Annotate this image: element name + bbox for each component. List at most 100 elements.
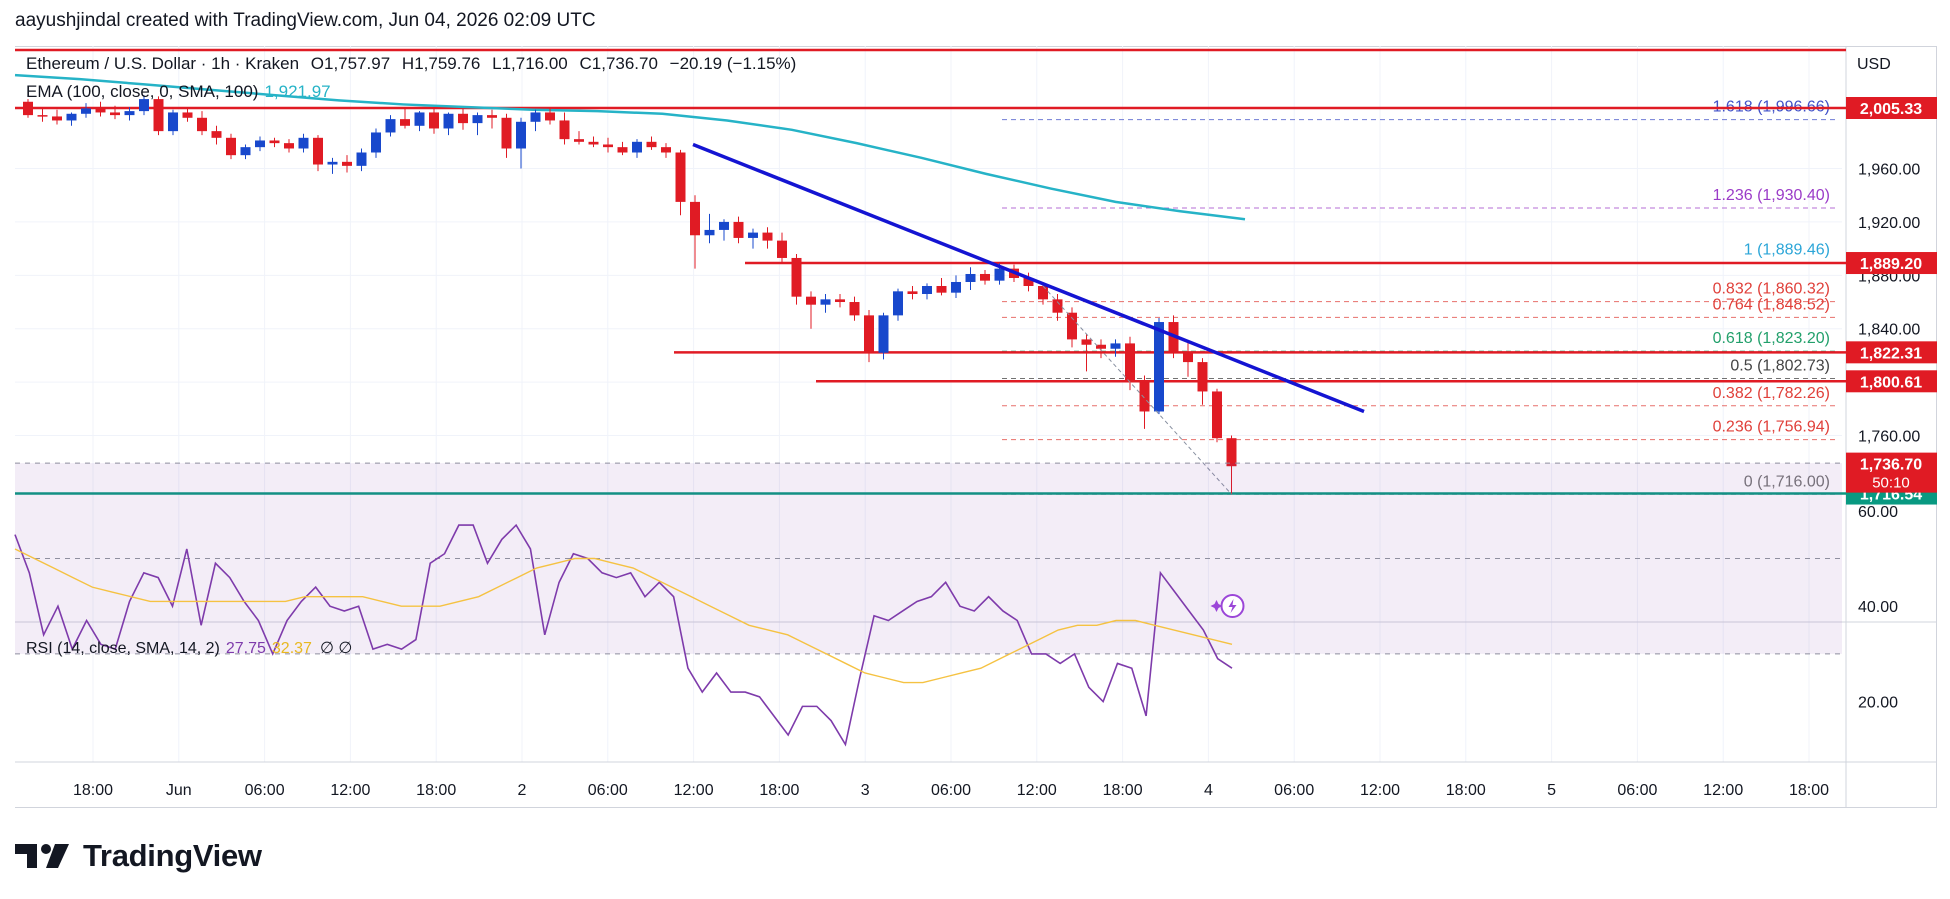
current-price-badge bbox=[1846, 452, 1937, 493]
candle-body bbox=[385, 119, 396, 133]
candle-body bbox=[1154, 322, 1164, 412]
candle bbox=[95, 101, 106, 117]
level-price-badge-text: 1,822.31 bbox=[1860, 345, 1922, 362]
candle-body bbox=[806, 296, 816, 305]
open-value: O1,757.97 bbox=[310, 54, 391, 73]
level-price-badge bbox=[1846, 341, 1937, 364]
level-price-badge bbox=[1846, 252, 1937, 275]
brand: TradingView bbox=[15, 838, 262, 874]
candle bbox=[661, 143, 671, 158]
rsi-tick-label: 40.00 bbox=[1858, 599, 1898, 616]
candle-body bbox=[124, 111, 135, 116]
candle bbox=[951, 275, 961, 299]
candle-body bbox=[661, 147, 671, 153]
high-value: H1,759.76 bbox=[401, 54, 481, 73]
candle bbox=[414, 111, 425, 132]
candle-body bbox=[1183, 352, 1193, 363]
close-value: C1,736.70 bbox=[579, 54, 658, 73]
candle-body bbox=[922, 285, 932, 295]
chart-frame bbox=[15, 46, 1937, 808]
candle-body bbox=[574, 139, 584, 142]
ema-label: EMA (100, close, 0, SMA, 100) bbox=[26, 82, 259, 101]
candle bbox=[182, 107, 193, 122]
level-price-badge-text: 1,889.20 bbox=[1860, 256, 1922, 273]
candle bbox=[748, 228, 758, 249]
candle bbox=[835, 294, 845, 308]
candle-body bbox=[37, 115, 48, 117]
fib-level-label: 0.618 (1,823.20) bbox=[1713, 330, 1830, 347]
fib-level-label: 0 (1,716.00) bbox=[1744, 473, 1830, 490]
price-tick-label: 1,840.00 bbox=[1858, 322, 1920, 339]
candle bbox=[356, 148, 367, 172]
candle-body bbox=[1096, 344, 1106, 349]
candle bbox=[588, 136, 599, 148]
candle bbox=[791, 253, 802, 305]
candle bbox=[965, 267, 976, 291]
candle-body bbox=[23, 101, 33, 116]
candle bbox=[168, 109, 178, 136]
candle-body bbox=[994, 268, 1005, 281]
candle bbox=[226, 133, 236, 160]
candle bbox=[762, 227, 773, 249]
rsi-label: RSI (14, close, SMA, 14, 2) bbox=[26, 640, 220, 657]
candle bbox=[284, 139, 294, 153]
level-price-badge-text: 2,005.33 bbox=[1860, 101, 1922, 118]
candle-body bbox=[516, 121, 526, 149]
candle-body bbox=[371, 132, 381, 153]
candle-body bbox=[472, 115, 483, 124]
candle-body bbox=[907, 291, 918, 295]
rsi-extra: ∅ ∅ bbox=[319, 640, 353, 657]
candle-body bbox=[748, 232, 758, 238]
candle-body bbox=[559, 120, 570, 140]
candle bbox=[1067, 307, 1077, 348]
alert-marker bbox=[1210, 594, 1245, 618]
time-tick-label: 06:00 bbox=[1274, 782, 1314, 799]
candle-body bbox=[313, 137, 323, 165]
candle-body bbox=[255, 140, 265, 148]
candle bbox=[385, 115, 396, 137]
candle bbox=[574, 131, 584, 145]
candle-body bbox=[1052, 299, 1063, 313]
change-value: −20.19 (−1.15%) bbox=[669, 54, 797, 73]
time-tick-label: 12:00 bbox=[1017, 782, 1057, 799]
candle-body bbox=[603, 144, 613, 148]
rsi-ma-line bbox=[14, 548, 1233, 684]
time-tick-label: 18:00 bbox=[1789, 782, 1829, 799]
candle-body bbox=[52, 116, 62, 121]
candle-body bbox=[153, 99, 164, 132]
candle bbox=[371, 128, 381, 158]
candle bbox=[1125, 336, 1135, 391]
candle bbox=[646, 136, 657, 150]
time-tick-label: 18:00 bbox=[1103, 782, 1143, 799]
trendline bbox=[692, 142, 1365, 495]
sparkle-icon bbox=[1210, 600, 1223, 612]
candle bbox=[1226, 435, 1237, 495]
candle bbox=[211, 125, 222, 145]
candle bbox=[704, 213, 715, 244]
candle-body bbox=[1081, 339, 1092, 345]
measure-guide-line bbox=[1042, 285, 1232, 495]
candle-body bbox=[327, 161, 338, 165]
ema-value: 1,921.97 bbox=[264, 82, 331, 101]
candle-body bbox=[545, 112, 555, 121]
fib-level-label: 0.236 (1,756.94) bbox=[1713, 419, 1830, 436]
low-value: L1,716.00 bbox=[492, 54, 568, 73]
candle-body bbox=[878, 315, 889, 353]
candle-body bbox=[965, 273, 976, 282]
time-tick-label: 3 bbox=[861, 782, 870, 799]
candle bbox=[472, 112, 483, 136]
price-tick-label: 1,920.00 bbox=[1858, 215, 1920, 232]
currency-label[interactable]: USD bbox=[1857, 56, 1891, 73]
candle-body bbox=[110, 112, 120, 116]
candle-body bbox=[704, 229, 715, 236]
price-tick-label: 1,760.00 bbox=[1858, 429, 1920, 446]
candle-body bbox=[356, 152, 367, 166]
candle bbox=[342, 155, 352, 173]
candle bbox=[1096, 339, 1106, 359]
time-tick-label: 06:00 bbox=[588, 782, 628, 799]
time-tick-label: 4 bbox=[1204, 782, 1213, 799]
candle-body bbox=[762, 232, 773, 241]
candle bbox=[922, 283, 932, 300]
candle bbox=[1023, 272, 1034, 292]
